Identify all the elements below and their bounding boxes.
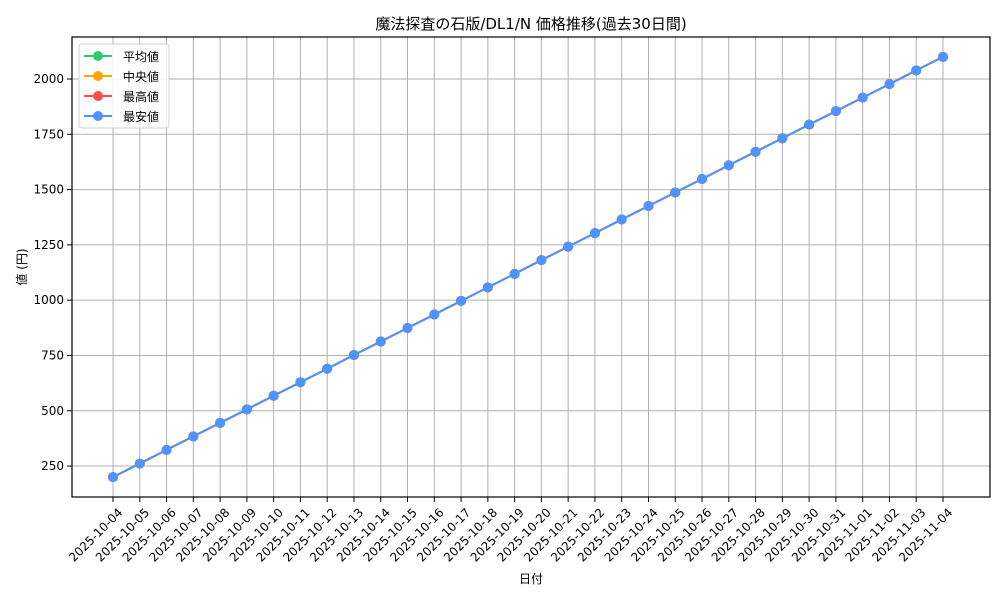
y-tick-label: 1750 — [33, 127, 64, 141]
y-axis-label: 値 (円) — [14, 248, 29, 285]
data-point — [509, 268, 520, 279]
data-point — [402, 323, 413, 334]
y-tick-label: 1500 — [33, 183, 64, 197]
series-最安値 — [108, 51, 948, 483]
data-point — [108, 472, 118, 483]
data-point — [295, 377, 306, 388]
chart-title: 魔法探査の石版/DL1/N 価格推移(過去30日間) — [375, 15, 686, 33]
data-point — [750, 146, 761, 157]
legend-label: 最高値 — [123, 89, 159, 104]
data-point — [723, 160, 734, 171]
data-point — [804, 119, 815, 130]
x-axis: 2025-10-042025-10-052025-10-062025-10-07… — [66, 497, 955, 565]
y-tick-label: 750 — [41, 348, 64, 362]
data-point — [830, 106, 841, 117]
data-point — [375, 336, 386, 347]
data-point — [188, 431, 199, 442]
data-point — [589, 228, 600, 239]
series-line — [112, 56, 944, 478]
legend-marker — [93, 111, 103, 121]
data-point — [134, 458, 145, 469]
data-point — [348, 350, 359, 361]
data-point — [938, 51, 948, 62]
data-point — [643, 200, 654, 211]
data-point — [670, 187, 681, 198]
data-point — [215, 417, 226, 428]
x-axis-label: 日付 — [519, 572, 543, 586]
y-tick-label: 1000 — [33, 293, 64, 307]
data-point — [857, 92, 868, 103]
y-tick-label: 1250 — [33, 238, 64, 252]
legend-label: 中央値 — [123, 69, 159, 84]
legend-marker — [93, 71, 103, 81]
data-point — [456, 295, 467, 306]
data-point — [697, 173, 708, 184]
y-tick-label: 2000 — [33, 72, 64, 86]
data-point — [241, 404, 252, 415]
data-point — [777, 133, 788, 144]
data-point — [482, 282, 493, 293]
y-axis: 250 500 750 1000 1250 1500 1750 2000 — [33, 72, 72, 473]
data-point — [563, 241, 574, 252]
data-point — [268, 390, 279, 401]
legend-label: 最安値 — [123, 109, 159, 124]
data-point — [536, 255, 547, 266]
series-layer — [108, 51, 948, 483]
data-point — [322, 363, 333, 374]
data-point — [161, 444, 172, 455]
data-point — [911, 65, 922, 76]
grid — [72, 37, 990, 497]
y-tick-label: 250 — [41, 459, 64, 473]
data-point — [616, 214, 627, 225]
y-tick-label: 500 — [41, 404, 64, 418]
data-point — [429, 309, 440, 320]
plot-frame — [71, 36, 991, 498]
legend-label: 平均値 — [123, 49, 159, 64]
data-point — [884, 79, 895, 90]
legend-box — [78, 43, 170, 129]
legend-marker — [93, 91, 103, 101]
legend-marker — [93, 51, 103, 61]
